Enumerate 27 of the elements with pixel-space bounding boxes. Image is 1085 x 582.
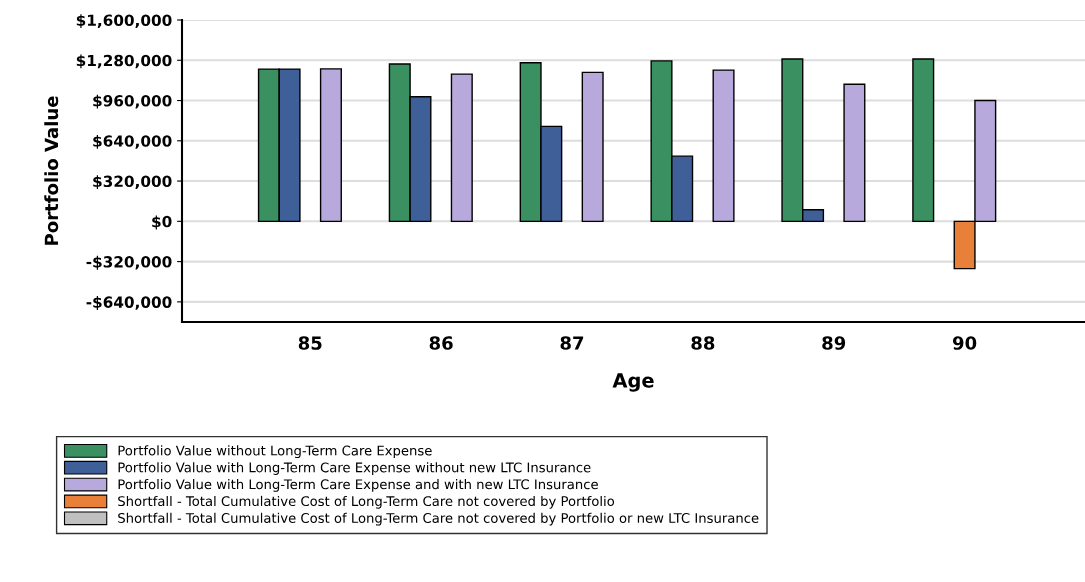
legend-label: Portfolio Value with Long-Term Care Expense and with new LTC Insurance [118, 479, 598, 492]
x-axis-title: Age [612, 373, 654, 392]
legend-label: Portfolio Value with Long-Term Care Expense without new LTC Insurance [118, 462, 591, 475]
legend-label: Portfolio Value without Long-Term Care Expense [118, 445, 432, 459]
y-tick-label: $320,000 [93, 175, 172, 190]
y-tick-label: $640,000 [93, 135, 172, 149]
bar [450, 73, 473, 223]
y-tick-label: $1,280,000 [76, 54, 172, 69]
bar [319, 68, 342, 223]
y-axis-title: Portfolio Value [44, 96, 59, 245]
legend-label: Shortfall - Total Cumulative Cost of Long-Term Care not covered by Portfolio [118, 495, 615, 509]
y-tick-label: $0 [152, 215, 172, 230]
y-tick-label: -$320,000 [86, 255, 172, 270]
x-tick-label: 85 [298, 336, 322, 350]
y-tick-label: $1,600,000 [76, 14, 172, 29]
x-tick-label: 90 [952, 336, 977, 350]
x-tick-label: 87 [560, 336, 584, 350]
bar [581, 71, 604, 223]
x-tick-label: 89 [822, 336, 846, 350]
bar [912, 58, 935, 223]
x-tick-label: 88 [691, 336, 715, 350]
legend-label: Shortfall - Total Cumulative Cost of Long-Term Care not covered by Portfolio or new LTC Insurance [118, 512, 759, 526]
bar [843, 83, 866, 223]
x-tick-label: 86 [429, 336, 453, 350]
bar [712, 69, 735, 223]
y-tick-label: $960,000 [93, 94, 172, 109]
y-tick-label: -$640,000 [86, 296, 172, 310]
